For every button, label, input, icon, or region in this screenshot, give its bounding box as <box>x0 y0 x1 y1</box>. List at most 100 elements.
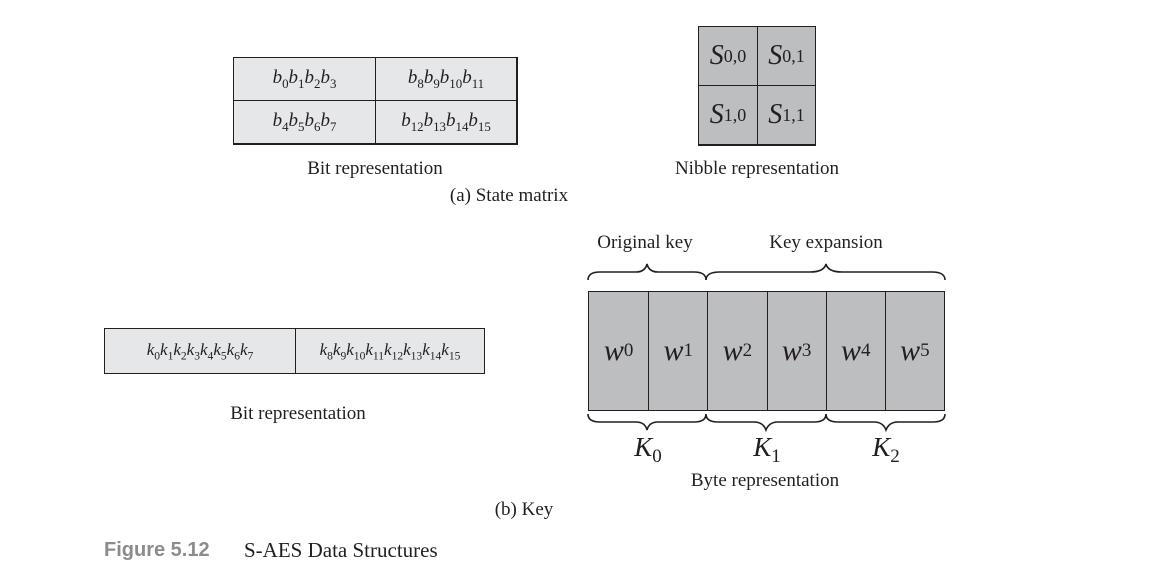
word-sym: w <box>722 334 743 367</box>
bit-index: 1 <box>298 75 305 91</box>
key-bit-cell: k0k1k2k3k4k5k6k7 <box>105 329 295 373</box>
bit-index: 4 <box>207 349 214 363</box>
bit-index: 3 <box>329 75 337 91</box>
state-bit-cell: b0b1b2b3 <box>233 57 376 101</box>
original-key-label: Original key <box>597 232 693 253</box>
bit-letter: k <box>319 339 328 359</box>
bit-math: b4b5b6b7 <box>273 110 337 135</box>
original-key-brace <box>587 263 707 281</box>
bit-index: 4 <box>282 118 289 134</box>
bit-letter: b <box>439 66 450 88</box>
bit-index: 8 <box>417 75 424 91</box>
bit-letter: b <box>468 109 478 131</box>
nibble-idx: 0,1 <box>782 45 805 66</box>
nibble-idx: 0,0 <box>723 45 747 66</box>
word-idx: 2 <box>742 340 753 361</box>
bit-index: 9 <box>433 75 440 91</box>
bit-math: k8k9k10k11k12k13k14k15 <box>320 340 461 362</box>
bit-index: 1 <box>167 349 174 363</box>
round-key: K0 <box>634 432 662 468</box>
word-sym: w <box>900 334 921 367</box>
bit-index: 2 <box>180 349 187 363</box>
bit-index: 7 <box>329 118 337 134</box>
bit-letter: k <box>226 339 235 359</box>
bit-index: 14 <box>455 118 469 134</box>
bit-letter: k <box>213 339 221 359</box>
bit-index: 10 <box>449 75 463 91</box>
round-key-idx: 2 <box>890 446 900 467</box>
bit-letter: b <box>423 109 434 131</box>
word-sym: w <box>663 334 684 367</box>
nibble-idx: 1,0 <box>723 104 747 125</box>
top-braces <box>587 263 946 281</box>
bit-index: 9 <box>340 349 347 363</box>
bit-index: 5 <box>220 349 227 363</box>
bit-index: 15 <box>448 349 461 363</box>
bit-letter: b <box>423 66 434 88</box>
bit-letter: b <box>401 109 411 131</box>
key-bit-label: Bit representation <box>230 403 366 424</box>
bit-letter: k <box>146 339 155 359</box>
key-bit-table: k0k1k2k3k4k5k6k7 k8k9k10k11k12k13k14k15 <box>104 328 485 374</box>
bit-index: 13 <box>433 118 446 134</box>
bit-letter: b <box>272 66 283 88</box>
bit-index: 2 <box>314 75 321 91</box>
word-idx: 4 <box>861 340 871 361</box>
bit-index: 12 <box>410 118 424 134</box>
round-key-sym: K <box>634 432 653 462</box>
bit-index: 14 <box>429 349 442 363</box>
bit-index: 11 <box>372 349 385 363</box>
state-bit-cell: b8b9b10b11 <box>375 57 517 101</box>
bit-letter: k <box>160 339 168 359</box>
bit-letter: k <box>200 339 208 359</box>
nibble-sym: S <box>709 99 724 130</box>
key-expansion-brace <box>705 263 946 281</box>
word-idx: 5 <box>920 340 930 361</box>
bit-letter: k <box>441 339 449 359</box>
bit-math: b8b9b10b11 <box>408 67 484 92</box>
nibble-cell: S 0,1 <box>757 26 816 86</box>
word-idx: 0 <box>623 340 634 361</box>
round-key-0-brace <box>587 413 707 431</box>
bit-index: 10 <box>353 349 366 363</box>
state-bit-label: Bit representation <box>307 158 443 179</box>
round-key-idx: 0 <box>652 446 662 467</box>
state-matrix-caption: (a) State matrix <box>449 185 569 206</box>
state-bit-cell: b12b13b14b15 <box>375 100 517 144</box>
bit-index: 12 <box>391 349 404 363</box>
nibble-sym: S <box>768 40 783 71</box>
bit-letter: k <box>365 339 373 359</box>
bit-index: 6 <box>314 118 321 134</box>
bit-letter: k <box>332 339 341 359</box>
bit-letter: b <box>407 66 418 88</box>
bit-letter: k <box>346 339 354 359</box>
word-idx: 1 <box>683 340 694 361</box>
word-idx: 3 <box>801 340 812 361</box>
bit-index: 7 <box>247 349 254 363</box>
bit-letter: b <box>288 66 299 88</box>
bit-letter: b <box>320 66 330 88</box>
bit-letter: b <box>272 109 283 131</box>
word-sym: w <box>781 334 802 367</box>
nibble-cell: S 1,0 <box>698 85 758 145</box>
nibble-label: Nibble representation <box>674 158 840 179</box>
word-sym: w <box>840 334 861 367</box>
bit-index: 5 <box>298 118 305 134</box>
bit-letter: k <box>422 339 430 359</box>
bit-letter: b <box>304 66 315 88</box>
nibble-sym: S <box>768 99 783 130</box>
bit-math: k0k1k2k3k4k5k6k7 <box>147 340 254 362</box>
bit-letter: b <box>446 109 456 131</box>
round-key: K2 <box>872 432 900 468</box>
figure-title: S-AES Data Structures <box>244 538 438 562</box>
word-sym: w <box>603 334 624 367</box>
bit-letter: b <box>304 109 315 131</box>
round-key-sym: K <box>753 432 772 462</box>
